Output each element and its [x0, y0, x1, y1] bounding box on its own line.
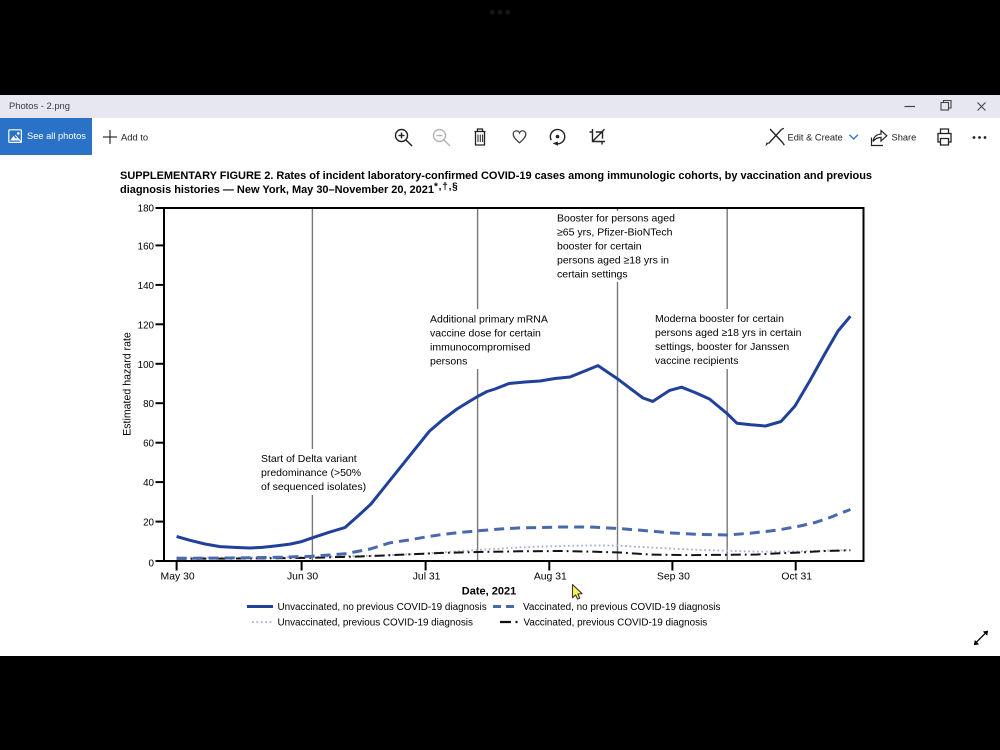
svg-text:Vaccinated, previous COVID-19: Vaccinated, previous COVID-19 diagnosis — [524, 618, 708, 629]
svg-text:Jun 30: Jun 30 — [287, 572, 318, 583]
svg-text:Unvaccinated, no previous COVI: Unvaccinated, no previous COVID-19 diagn… — [278, 602, 487, 613]
svg-text:of sequenced isolates): of sequenced isolates) — [261, 481, 366, 493]
svg-text:Booster for persons aged: Booster for persons aged — [557, 213, 675, 225]
svg-text:20: 20 — [143, 518, 154, 529]
svg-text:0: 0 — [149, 559, 155, 570]
svg-text:Additional primary mRNA: Additional primary mRNA — [430, 314, 548, 326]
svg-text:immunocompromised: immunocompromised — [430, 342, 531, 354]
svg-text:vaccine recipients: vaccine recipients — [655, 355, 738, 367]
svg-text:certain settings: certain settings — [557, 269, 628, 281]
svg-text:Date, 2021: Date, 2021 — [462, 586, 516, 598]
svg-text:diagnosis histories — New York: diagnosis histories — New York, May 30–N… — [120, 182, 459, 197]
svg-text:80: 80 — [143, 399, 154, 410]
svg-text:Sep 30: Sep 30 — [657, 572, 690, 583]
svg-text:Moderna booster for certain: Moderna booster for certain — [655, 313, 784, 325]
svg-text:SUPPLEMENTARY FIGURE 2. Rates: SUPPLEMENTARY FIGURE 2. Rates of inciden… — [120, 170, 872, 182]
svg-text:settings, booster for Janssen: settings, booster for Janssen — [655, 341, 789, 353]
svg-text:Vaccinated, no previous COVID-: Vaccinated, no previous COVID-19 diagnos… — [523, 602, 720, 613]
svg-text:persons aged ≥18 yrs in certai: persons aged ≥18 yrs in certain — [655, 327, 802, 339]
svg-text:May 30: May 30 — [161, 572, 195, 583]
svg-text:Oct 31: Oct 31 — [781, 572, 812, 583]
svg-text:100: 100 — [138, 360, 155, 371]
svg-text:persons aged ≥18 yrs in: persons aged ≥18 yrs in — [557, 255, 669, 267]
svg-text:Unvaccinated, previous COVID-1: Unvaccinated, previous COVID-19 diagnosi… — [278, 618, 473, 629]
svg-text:Edit & Create: Edit & Create — [788, 133, 843, 143]
svg-text:160: 160 — [138, 241, 155, 252]
svg-text:Jul 31: Jul 31 — [413, 572, 441, 583]
svg-text:60: 60 — [143, 439, 154, 450]
svg-text:vaccine dose for certain: vaccine dose for certain — [430, 328, 541, 340]
svg-text:140: 140 — [138, 281, 155, 292]
svg-text:Aug 31: Aug 31 — [534, 572, 567, 583]
svg-text:persons: persons — [430, 356, 467, 368]
svg-text:booster for certain: booster for certain — [557, 241, 642, 253]
svg-text:≥65 yrs, Pfizer-BioNTech: ≥65 yrs, Pfizer-BioNTech — [557, 227, 673, 239]
svg-text:predominance (>50%: predominance (>50% — [261, 467, 361, 479]
svg-text:120: 120 — [138, 320, 155, 331]
svg-text:Start of Delta variant: Start of Delta variant — [261, 453, 357, 465]
svg-text:180: 180 — [138, 204, 155, 215]
svg-text:40: 40 — [143, 478, 154, 489]
svg-text:Add to: Add to — [121, 132, 148, 143]
svg-text:Estimated hazard rate: Estimated hazard rate — [122, 332, 134, 436]
svg-text:Share: Share — [892, 133, 917, 143]
